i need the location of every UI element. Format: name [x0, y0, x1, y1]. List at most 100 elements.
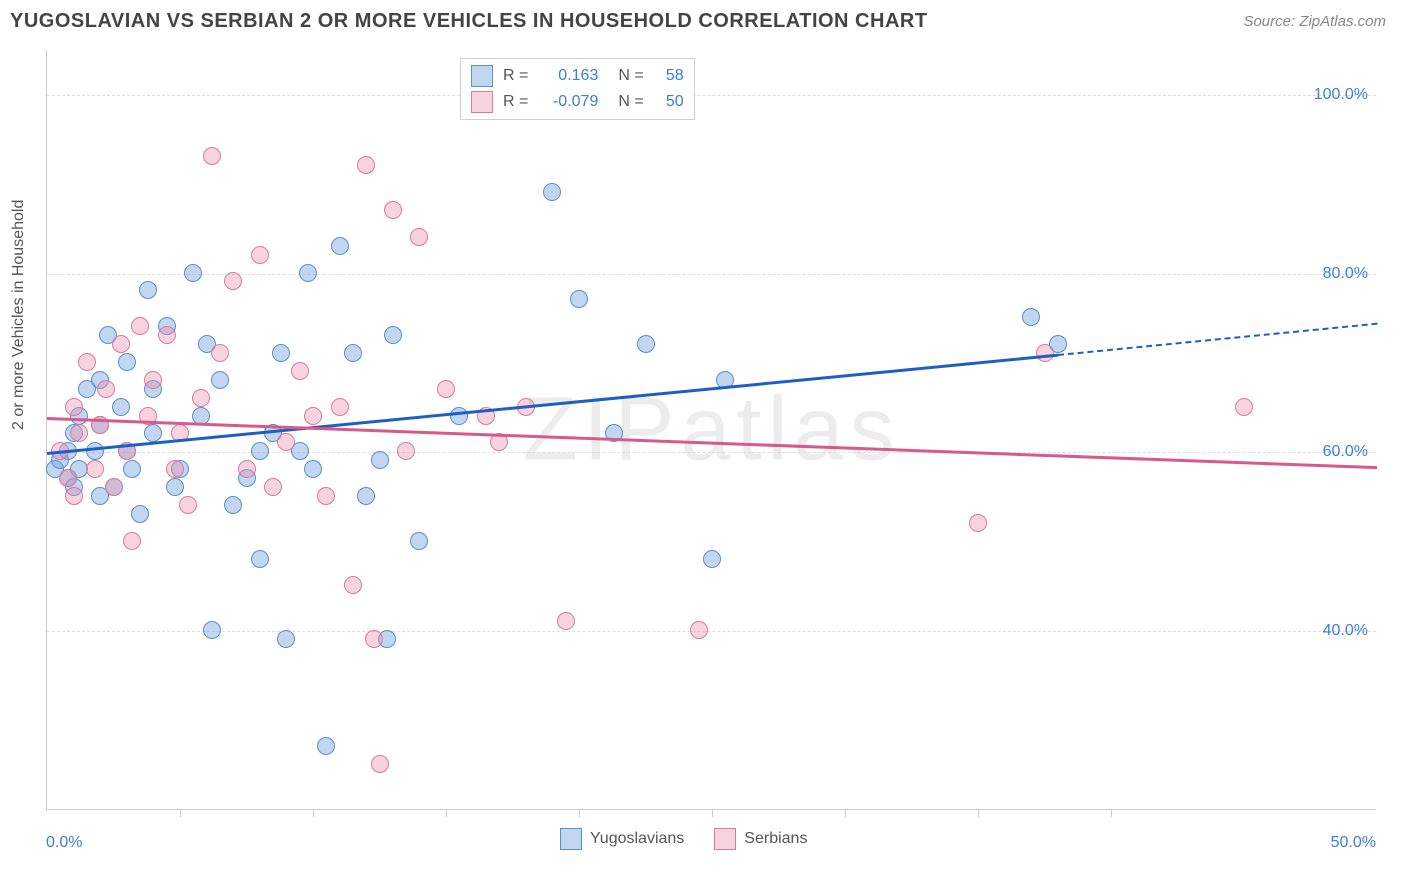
- data-point: [557, 612, 575, 630]
- data-point: [264, 478, 282, 496]
- data-point: [224, 272, 242, 290]
- data-point: [410, 228, 428, 246]
- data-point: [123, 532, 141, 550]
- data-point: [203, 621, 221, 639]
- data-point: [139, 281, 157, 299]
- legend-swatch: [714, 828, 736, 850]
- x-tick: [845, 809, 846, 817]
- series-legend-item: Yugoslavians: [560, 828, 684, 850]
- legend-r-label: R =: [503, 93, 528, 111]
- source-label: Source: ZipAtlas.com: [1243, 13, 1386, 30]
- data-point: [211, 371, 229, 389]
- gridline: [47, 452, 1376, 453]
- data-point: [224, 496, 242, 514]
- data-point: [637, 335, 655, 353]
- data-point: [969, 514, 987, 532]
- data-point: [450, 407, 468, 425]
- data-point: [123, 460, 141, 478]
- data-point: [251, 550, 269, 568]
- series-legend: Yugoslavians Serbians: [560, 828, 807, 850]
- legend-n-value: 58: [654, 67, 684, 85]
- trendline-extension: [1058, 323, 1377, 356]
- legend-n-label: N =: [618, 67, 643, 85]
- data-point: [344, 576, 362, 594]
- legend-swatch: [471, 65, 493, 87]
- data-point: [105, 478, 123, 496]
- data-point: [144, 424, 162, 442]
- data-point: [203, 147, 221, 165]
- data-point: [357, 156, 375, 174]
- legend-n-label: N =: [618, 93, 643, 111]
- data-point: [251, 442, 269, 460]
- data-point: [304, 460, 322, 478]
- data-point: [410, 532, 428, 550]
- data-point: [179, 496, 197, 514]
- data-point: [397, 442, 415, 460]
- data-point: [86, 460, 104, 478]
- legend-n-value: 50: [654, 93, 684, 111]
- data-point: [331, 237, 349, 255]
- data-point: [690, 621, 708, 639]
- x-tick: [978, 809, 979, 817]
- data-point: [211, 344, 229, 362]
- x-tick: [712, 809, 713, 817]
- gridline: [47, 95, 1376, 96]
- x-tick: [579, 809, 580, 817]
- data-point: [543, 183, 561, 201]
- data-point: [166, 460, 184, 478]
- data-point: [65, 487, 83, 505]
- data-point: [184, 264, 202, 282]
- correlation-legend: R = 0.163 N = 58 R = -0.079 N = 50: [460, 58, 695, 120]
- y-tick-label: 80.0%: [1323, 265, 1368, 283]
- data-point: [384, 326, 402, 344]
- data-point: [317, 487, 335, 505]
- data-point: [371, 451, 389, 469]
- legend-r-value: -0.079: [538, 93, 598, 111]
- data-point: [272, 344, 290, 362]
- legend-r-label: R =: [503, 67, 528, 85]
- data-point: [365, 630, 383, 648]
- legend-row: R = 0.163 N = 58: [471, 63, 684, 89]
- data-point: [703, 550, 721, 568]
- data-point: [251, 246, 269, 264]
- x-axis-min-label: 0.0%: [46, 834, 82, 852]
- data-point: [112, 335, 130, 353]
- y-tick-label: 100.0%: [1314, 86, 1368, 104]
- data-point: [1235, 398, 1253, 416]
- data-point: [112, 398, 130, 416]
- data-point: [437, 380, 455, 398]
- gridline: [47, 631, 1376, 632]
- y-tick-label: 60.0%: [1323, 443, 1368, 461]
- gridline: [47, 274, 1376, 275]
- data-point: [331, 398, 349, 416]
- data-point: [192, 389, 210, 407]
- data-point: [291, 362, 309, 380]
- legend-row: R = -0.079 N = 50: [471, 89, 684, 115]
- series-name: Serbians: [744, 830, 807, 848]
- data-point: [570, 290, 588, 308]
- y-tick-label: 40.0%: [1323, 622, 1368, 640]
- legend-swatch: [471, 91, 493, 113]
- data-point: [86, 442, 104, 460]
- data-point: [357, 487, 375, 505]
- legend-swatch: [560, 828, 582, 850]
- data-point: [144, 371, 162, 389]
- data-point: [166, 478, 184, 496]
- data-point: [317, 737, 335, 755]
- data-point: [304, 407, 322, 425]
- data-point: [78, 353, 96, 371]
- legend-r-value: 0.163: [538, 67, 598, 85]
- data-point: [277, 433, 295, 451]
- data-point: [299, 264, 317, 282]
- data-point: [344, 344, 362, 362]
- data-point: [1036, 344, 1054, 362]
- chart-plot-area: ZIPatlas 100.0%80.0%60.0%40.0%: [46, 50, 1376, 810]
- data-point: [131, 505, 149, 523]
- data-point: [1022, 308, 1040, 326]
- data-point: [118, 353, 136, 371]
- x-tick: [446, 809, 447, 817]
- data-point: [384, 201, 402, 219]
- data-point: [238, 460, 256, 478]
- series-name: Yugoslavians: [590, 830, 684, 848]
- data-point: [97, 380, 115, 398]
